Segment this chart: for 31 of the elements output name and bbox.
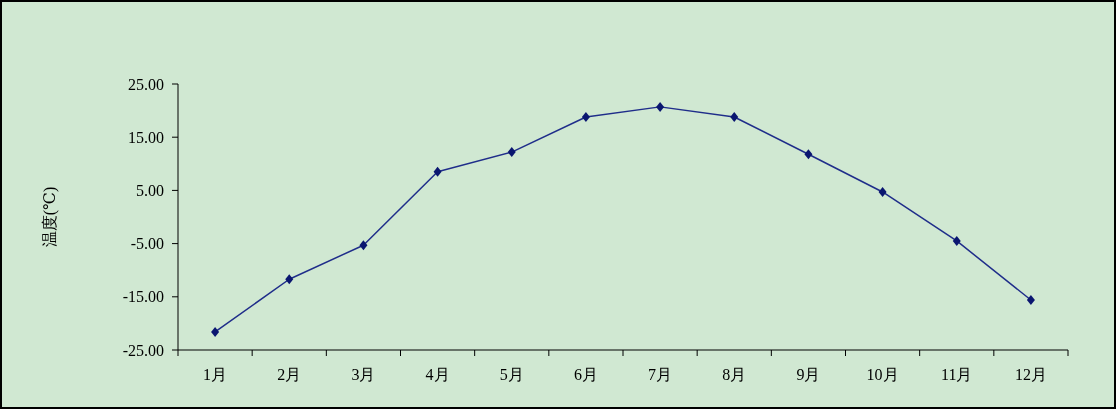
x-tick-label: 3月 (351, 366, 376, 383)
point (581, 111, 590, 122)
x-tick-label: 2月 (277, 366, 302, 383)
point (211, 326, 220, 337)
y-tick-label: 5.00 (136, 182, 164, 199)
x-tick-label: 6月 (573, 366, 598, 383)
y-tick-label: 15.00 (128, 128, 164, 146)
point (656, 101, 665, 112)
point (1026, 294, 1035, 305)
x-tick-label: 10月 (866, 366, 899, 383)
point (804, 149, 813, 160)
y-tick-label: 25.00 (128, 75, 164, 93)
x-tick-label: 1月 (203, 366, 228, 383)
point (433, 166, 442, 177)
x-tick-label: 9月 (796, 366, 821, 383)
x-tick-label: 7月 (648, 366, 673, 383)
point (285, 274, 294, 285)
y-axis-title: 温度(℃) (41, 186, 59, 248)
x-tick-label: 8月 (722, 366, 747, 383)
point (730, 111, 739, 122)
point (878, 187, 887, 197)
x-tick-label: 4月 (425, 366, 450, 383)
point (952, 235, 961, 246)
x-tick-label: 5月 (499, 366, 524, 383)
y-tick-label: -15.00 (122, 288, 164, 306)
point (359, 240, 368, 251)
x-tick-label: 11月 (941, 366, 973, 383)
x-tick-label: 12月 (1014, 366, 1047, 383)
y-tick-label: -25.00 (122, 341, 164, 359)
y-tick-label: -5.00 (130, 235, 164, 253)
point (507, 147, 516, 158)
